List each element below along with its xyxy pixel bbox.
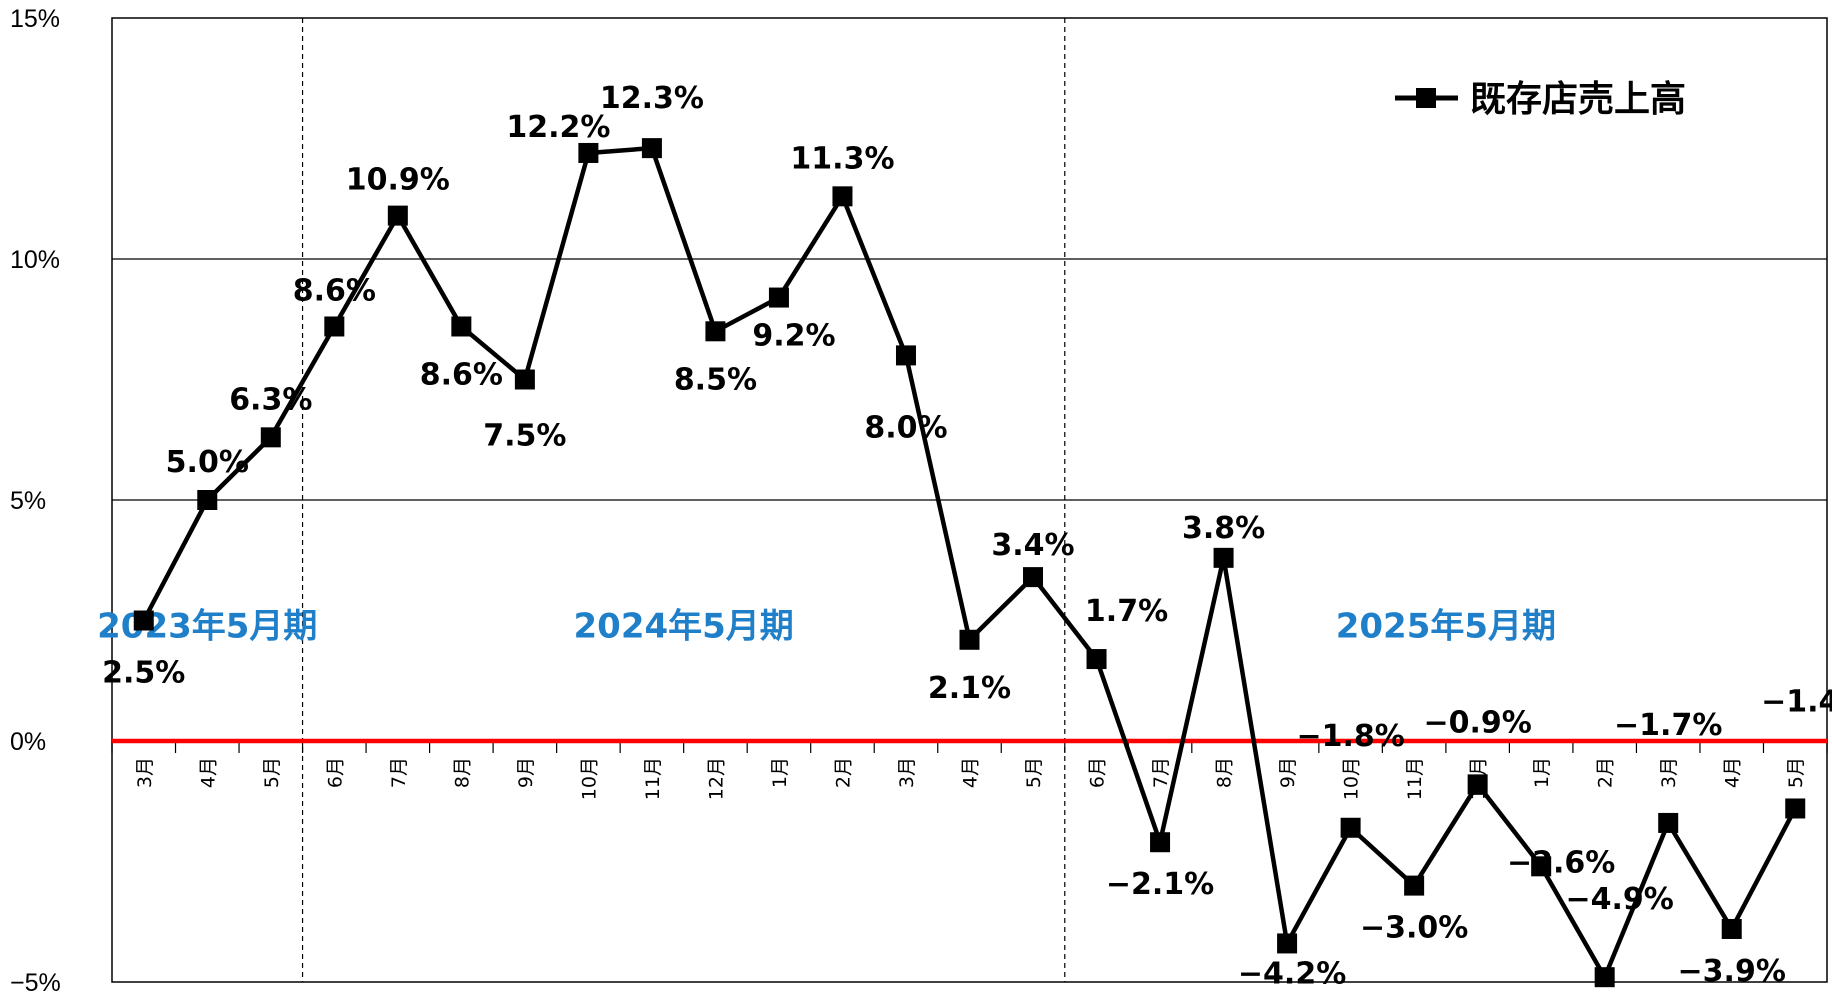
x-tick-label: 12月 bbox=[705, 757, 727, 800]
x-tick-label: 8月 bbox=[1214, 757, 1236, 788]
x-tick-label: 6月 bbox=[1087, 757, 1109, 788]
data-point bbox=[197, 490, 218, 510]
y-tick-label: 5% bbox=[10, 487, 46, 515]
data-point bbox=[451, 316, 472, 337]
data-point bbox=[1721, 918, 1742, 939]
period-divider-layer bbox=[301, 18, 1066, 982]
data-label: 8.6% bbox=[293, 273, 376, 308]
data-point bbox=[641, 138, 662, 159]
x-tick-label: 1月 bbox=[1531, 757, 1553, 788]
x-tick-label: 2月 bbox=[1595, 757, 1617, 788]
x-tick-label: 5月 bbox=[261, 757, 283, 788]
data-label: 8.5% bbox=[674, 362, 757, 397]
data-point bbox=[1340, 817, 1361, 838]
data-point bbox=[1213, 547, 1234, 568]
data-label: −1.7% bbox=[1614, 708, 1722, 743]
data-label: −3.0% bbox=[1360, 911, 1468, 946]
data-point bbox=[1785, 798, 1806, 819]
data-point bbox=[1404, 875, 1425, 896]
data-point bbox=[1150, 832, 1171, 853]
data-label: 8.6% bbox=[420, 357, 503, 392]
x-tick-label: 4月 bbox=[960, 757, 982, 788]
y-tick-label: 0% bbox=[10, 728, 46, 756]
x-tick-label: 11月 bbox=[642, 757, 664, 800]
y-tick-label: −5% bbox=[10, 969, 61, 997]
data-label: 2.5% bbox=[102, 656, 185, 691]
y-tick-label: 15% bbox=[10, 5, 60, 33]
data-label: −2.6% bbox=[1507, 845, 1615, 880]
x-tick-label: 4月 bbox=[197, 757, 219, 788]
data-label-layer: 2.5% 5.0% 6.3% 8.6% 10.9% 8.6% 7.5% 12.2%12.3% 8… bbox=[102, 81, 1832, 991]
x-tick-label: 10月 bbox=[1341, 757, 1363, 800]
data-point bbox=[324, 316, 345, 337]
x-tick-label: 5月 bbox=[1023, 757, 1045, 788]
data-label: 7.5% bbox=[483, 419, 566, 454]
data-point bbox=[959, 629, 980, 650]
legend: 既存店売上高 bbox=[1395, 79, 1686, 120]
data-label: 3.4% bbox=[991, 528, 1074, 563]
data-point bbox=[895, 345, 916, 366]
period-label-layer: 2023年5月期 2024年5月期 2025年5月期 bbox=[97, 606, 1556, 646]
data-point bbox=[387, 205, 408, 226]
data-label: −2.1% bbox=[1106, 867, 1214, 902]
x-tick-label: 3月 bbox=[1658, 757, 1680, 788]
x-tick-label: 2月 bbox=[832, 757, 854, 788]
data-point bbox=[133, 610, 154, 631]
axis-layer: 15% 10% 5% 0% −5% 3月 4月 5月 6月 7月 8月 9月 10月 11月 12月 1月 2月… bbox=[10, 5, 1828, 997]
data-point bbox=[768, 287, 789, 308]
data-point bbox=[1086, 649, 1107, 670]
data-point bbox=[1531, 856, 1552, 877]
data-label: 11.3% bbox=[790, 141, 894, 176]
period-label: 2024年5月期 bbox=[574, 606, 794, 646]
y-tick-label: 10% bbox=[10, 246, 60, 274]
x-tick-label: 1月 bbox=[769, 757, 791, 788]
x-tick-label: 4月 bbox=[1722, 757, 1744, 788]
data-label: 2.1% bbox=[928, 671, 1011, 706]
data-label: 6.3% bbox=[229, 382, 312, 417]
data-point bbox=[1594, 967, 1615, 988]
x-tick-label: 9月 bbox=[515, 757, 537, 788]
data-point bbox=[705, 321, 726, 342]
data-label: −3.9% bbox=[1678, 954, 1786, 989]
data-label: 9.2% bbox=[752, 319, 835, 354]
x-tick-label: 7月 bbox=[388, 757, 410, 788]
data-point bbox=[832, 186, 853, 207]
data-label: 3.8% bbox=[1182, 511, 1265, 546]
data-point bbox=[1658, 812, 1679, 833]
series-line-layer bbox=[133, 138, 1806, 988]
data-label: −1.8% bbox=[1296, 719, 1404, 754]
legend-label: 既存店売上高 bbox=[1470, 79, 1686, 120]
data-label: 1.7% bbox=[1085, 594, 1168, 629]
data-point bbox=[1277, 933, 1298, 954]
x-tick-label: 8月 bbox=[451, 757, 473, 788]
data-point bbox=[1023, 567, 1044, 588]
period-label: 2023年5月期 bbox=[97, 606, 317, 646]
grid-layer bbox=[111, 17, 1828, 983]
legend-marker bbox=[1416, 88, 1436, 108]
data-label: −1.4% bbox=[1761, 684, 1832, 719]
x-tick-label: 6月 bbox=[324, 757, 346, 788]
data-point bbox=[260, 427, 281, 448]
data-label: 5.0% bbox=[166, 445, 249, 480]
data-label: −0.9% bbox=[1423, 705, 1531, 740]
x-tick-label: 11月 bbox=[1404, 757, 1426, 800]
data-label: −4.9% bbox=[1566, 882, 1674, 917]
data-label: 12.3% bbox=[600, 81, 704, 116]
data-label: 8.0% bbox=[864, 410, 947, 445]
data-label: −4.2% bbox=[1238, 956, 1346, 991]
period-label: 2025年5月期 bbox=[1336, 606, 1556, 646]
x-tick-label: 9月 bbox=[1277, 757, 1299, 788]
data-label: 12.2% bbox=[506, 110, 610, 145]
data-point bbox=[514, 369, 535, 390]
x-tick-label: 10月 bbox=[578, 757, 600, 800]
x-tick-label: 7月 bbox=[1150, 757, 1172, 788]
x-tick-label: 3月 bbox=[896, 757, 918, 788]
data-point bbox=[1467, 774, 1488, 795]
x-tick-label: 5月 bbox=[1785, 757, 1807, 788]
x-tick-label: 3月 bbox=[134, 757, 156, 788]
data-point bbox=[578, 142, 599, 163]
data-label: 10.9% bbox=[346, 163, 450, 198]
